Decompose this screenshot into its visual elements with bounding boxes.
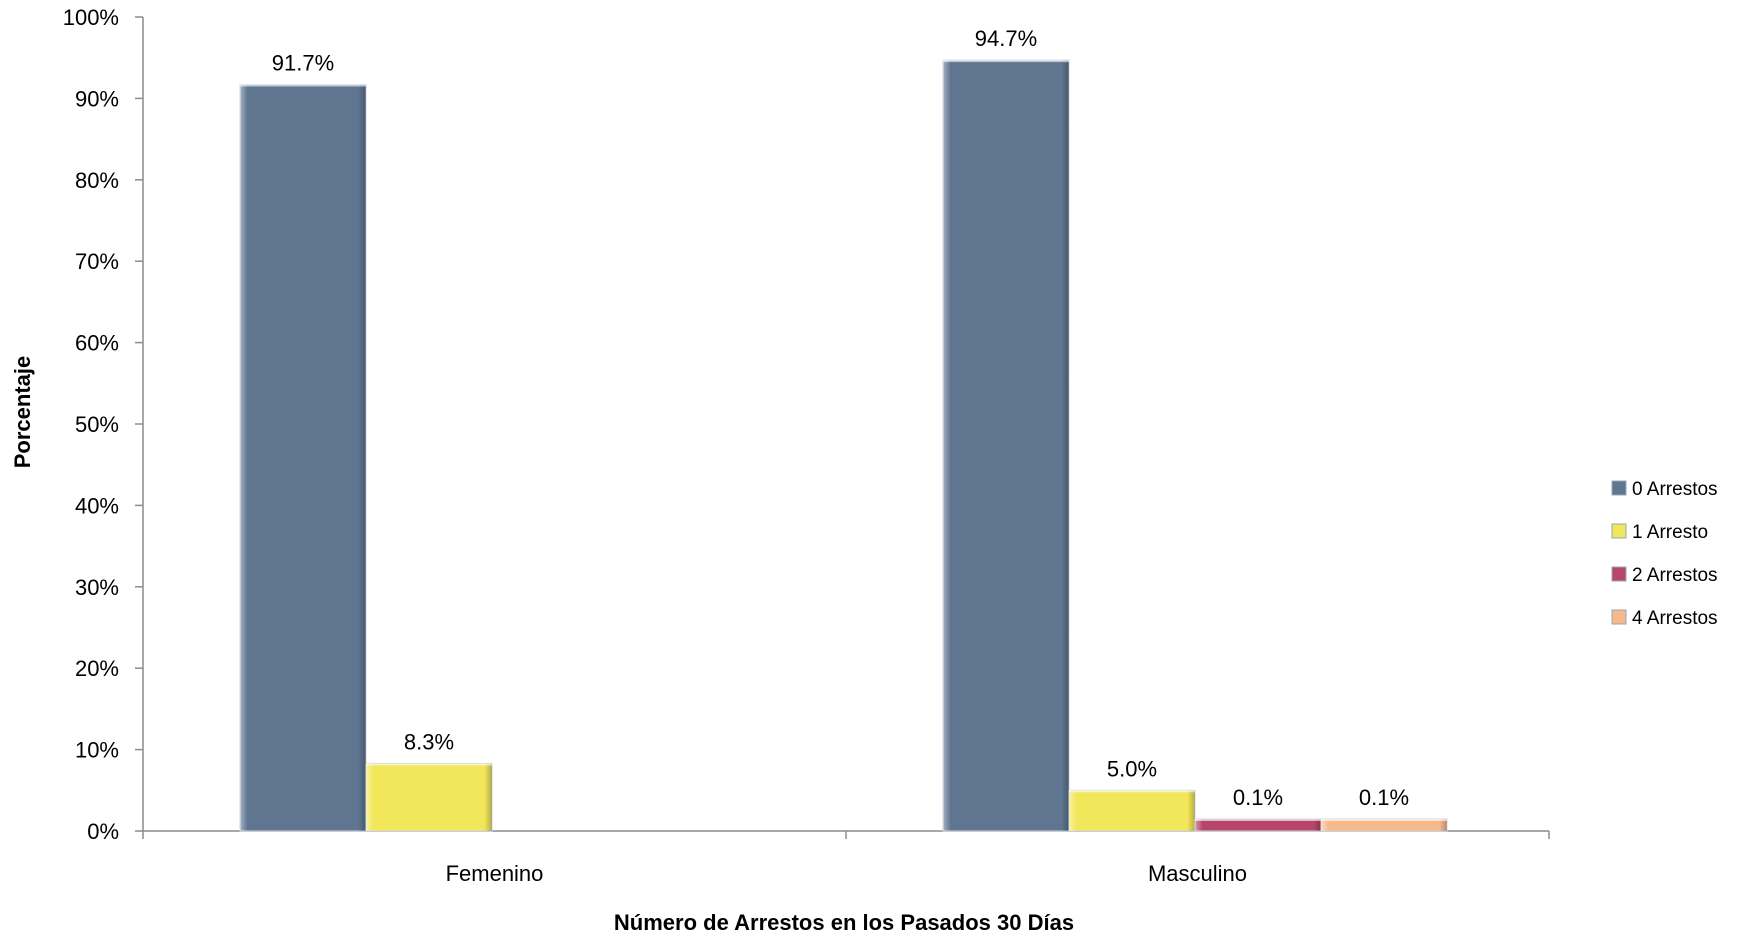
bar-shading xyxy=(1195,819,1321,831)
bar-shading xyxy=(1321,819,1447,831)
y-tick-label: 30% xyxy=(75,575,119,600)
y-tick-label: 20% xyxy=(75,656,119,681)
bar-shading xyxy=(1069,790,1195,831)
legend-label: 4 Arrestos xyxy=(1632,608,1718,629)
y-tick-label: 70% xyxy=(75,249,119,274)
legend-label: 1 Arresto xyxy=(1632,522,1708,543)
x-tick-label: Femenino xyxy=(446,861,544,886)
y-tick-label: 60% xyxy=(75,331,119,356)
y-tick-label: 100% xyxy=(63,5,119,30)
legend-label: 2 Arrestos xyxy=(1632,565,1718,586)
y-tick-label: 10% xyxy=(75,738,119,763)
y-tick-label: 80% xyxy=(75,168,119,193)
bar-shading xyxy=(366,763,492,831)
legend-swatch xyxy=(1611,523,1627,539)
x-axis-title: Número de Arrestos en los Pasados 30 Día… xyxy=(614,910,1074,935)
data-label: 5.0% xyxy=(1107,756,1157,781)
y-tick-label: 50% xyxy=(75,412,119,437)
legend-swatch xyxy=(1611,609,1627,625)
y-tick-label: 40% xyxy=(75,493,119,518)
y-tick-label: 90% xyxy=(75,86,119,111)
legend-label: 0 Arrestos xyxy=(1632,479,1718,500)
data-label: 0.1% xyxy=(1359,785,1409,810)
x-tick-label: Masculino xyxy=(1148,861,1247,886)
data-label: 91.7% xyxy=(272,51,334,76)
data-label: 8.3% xyxy=(404,729,454,754)
bar-shading xyxy=(240,84,366,831)
data-label: 0.1% xyxy=(1233,785,1283,810)
bar-shading xyxy=(943,60,1069,832)
y-tick-label: 0% xyxy=(87,819,119,844)
legend-swatch xyxy=(1611,566,1627,582)
legend-swatch xyxy=(1611,480,1627,496)
y-axis-title: Porcentaje xyxy=(10,356,35,469)
data-label: 94.7% xyxy=(975,26,1037,51)
